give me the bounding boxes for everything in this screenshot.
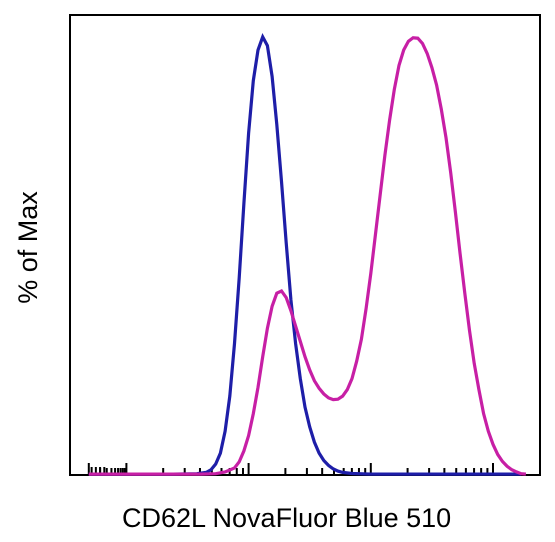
series-stained — [89, 38, 526, 474]
series-control — [89, 37, 521, 474]
chart-container: % of Max CD62L NovaFluor Blue 510 — [0, 0, 555, 542]
x-axis-label: CD62L NovaFluor Blue 510 — [122, 503, 451, 534]
y-axis-label: % of Max — [13, 191, 44, 304]
plot-area — [70, 15, 540, 475]
